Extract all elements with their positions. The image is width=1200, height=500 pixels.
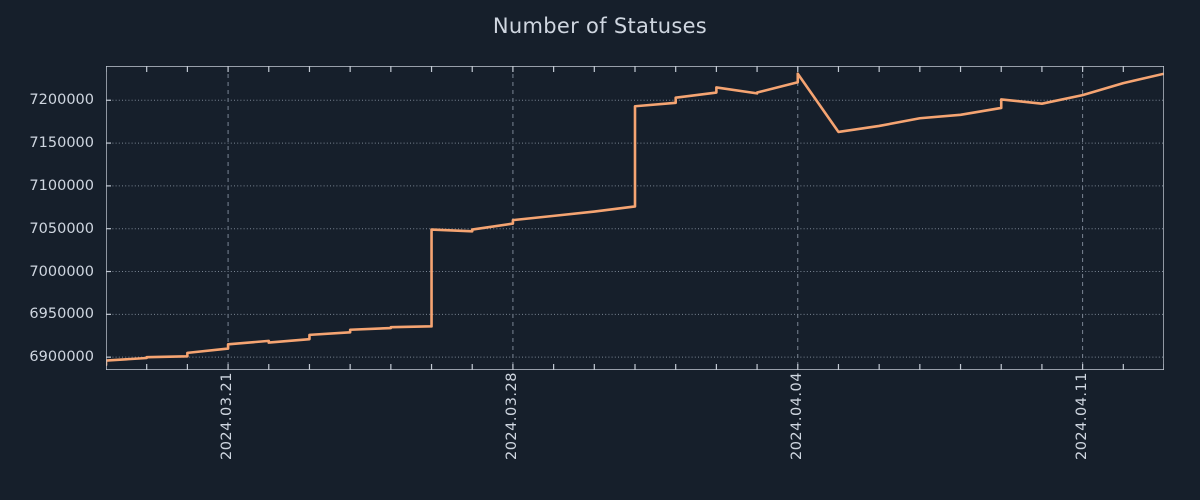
x-tick-label: 2024.03.21 [219,372,236,461]
y-tick-label: 7000000 [29,263,94,280]
y-tick-label: 7200000 [29,92,94,109]
x-tick-label: 2024.03.28 [503,372,520,461]
y-axis-tick-labels: 6900000 6950000 7000000 7050000 7100000 71500… [0,66,100,370]
y-tick-label: 7100000 [29,177,94,194]
series-line-0 [106,72,1164,367]
x-tick-label: 2024.04.04 [788,372,805,461]
plot-svg [106,66,1164,370]
series-layer [106,72,1164,367]
chart-title: Number of Statuses [492,14,708,38]
y-tick-label: 6900000 [29,349,94,366]
plot-area [106,66,1164,370]
y-tick-label: 7150000 [29,135,94,152]
y-tick-label: 7050000 [29,220,94,237]
tick-layer [106,66,1164,370]
x-axis-tick-labels: 2024.03.21 2024.03.28 2024.04.04 2024.04.11 [106,372,1164,500]
x-tick-label: 2024.04.11 [1073,372,1090,461]
y-tick-label: 6950000 [29,306,94,323]
